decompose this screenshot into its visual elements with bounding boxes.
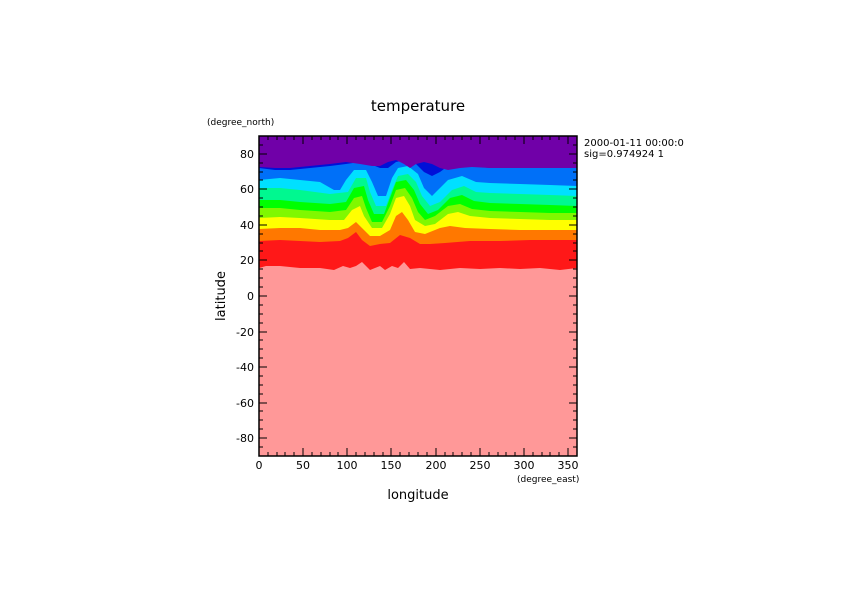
chart-title: temperature xyxy=(371,97,465,115)
svg-text:50: 50 xyxy=(296,459,310,472)
x-axis-label: longitude xyxy=(387,488,448,503)
svg-text:40: 40 xyxy=(240,219,254,232)
x-axis-ticks xyxy=(267,135,569,456)
svg-text:80: 80 xyxy=(240,148,254,161)
svg-text:-60: -60 xyxy=(236,397,254,410)
svg-text:-40: -40 xyxy=(236,361,254,374)
y-tick-labels: 80 60 40 20 0 -20 -40 -60 -80 xyxy=(236,148,254,445)
svg-text:-80: -80 xyxy=(236,432,254,445)
annotation-sig: sig=0.974924 1 xyxy=(584,149,664,160)
band-purple xyxy=(259,136,577,170)
svg-text:20: 20 xyxy=(240,254,254,267)
annotation-time: 2000-01-11 00:00:0 xyxy=(584,138,684,149)
x-units-label: (degree_east) xyxy=(517,475,579,485)
svg-text:100: 100 xyxy=(337,459,358,472)
svg-text:300: 300 xyxy=(514,459,535,472)
contour-field xyxy=(259,136,577,456)
svg-text:-20: -20 xyxy=(236,326,254,339)
svg-text:60: 60 xyxy=(240,183,254,196)
svg-text:250: 250 xyxy=(470,459,491,472)
y-axis-label: latitude xyxy=(214,271,229,321)
svg-text:0: 0 xyxy=(256,459,263,472)
svg-text:150: 150 xyxy=(381,459,402,472)
y-units-label: (degree_north) xyxy=(207,118,274,128)
svg-text:350: 350 xyxy=(558,459,579,472)
y-axis-ticks xyxy=(259,144,578,448)
svg-text:200: 200 xyxy=(426,459,447,472)
x-tick-labels: 0 50 100 150 200 250 300 350 xyxy=(256,459,579,472)
svg-text:0: 0 xyxy=(247,290,254,303)
